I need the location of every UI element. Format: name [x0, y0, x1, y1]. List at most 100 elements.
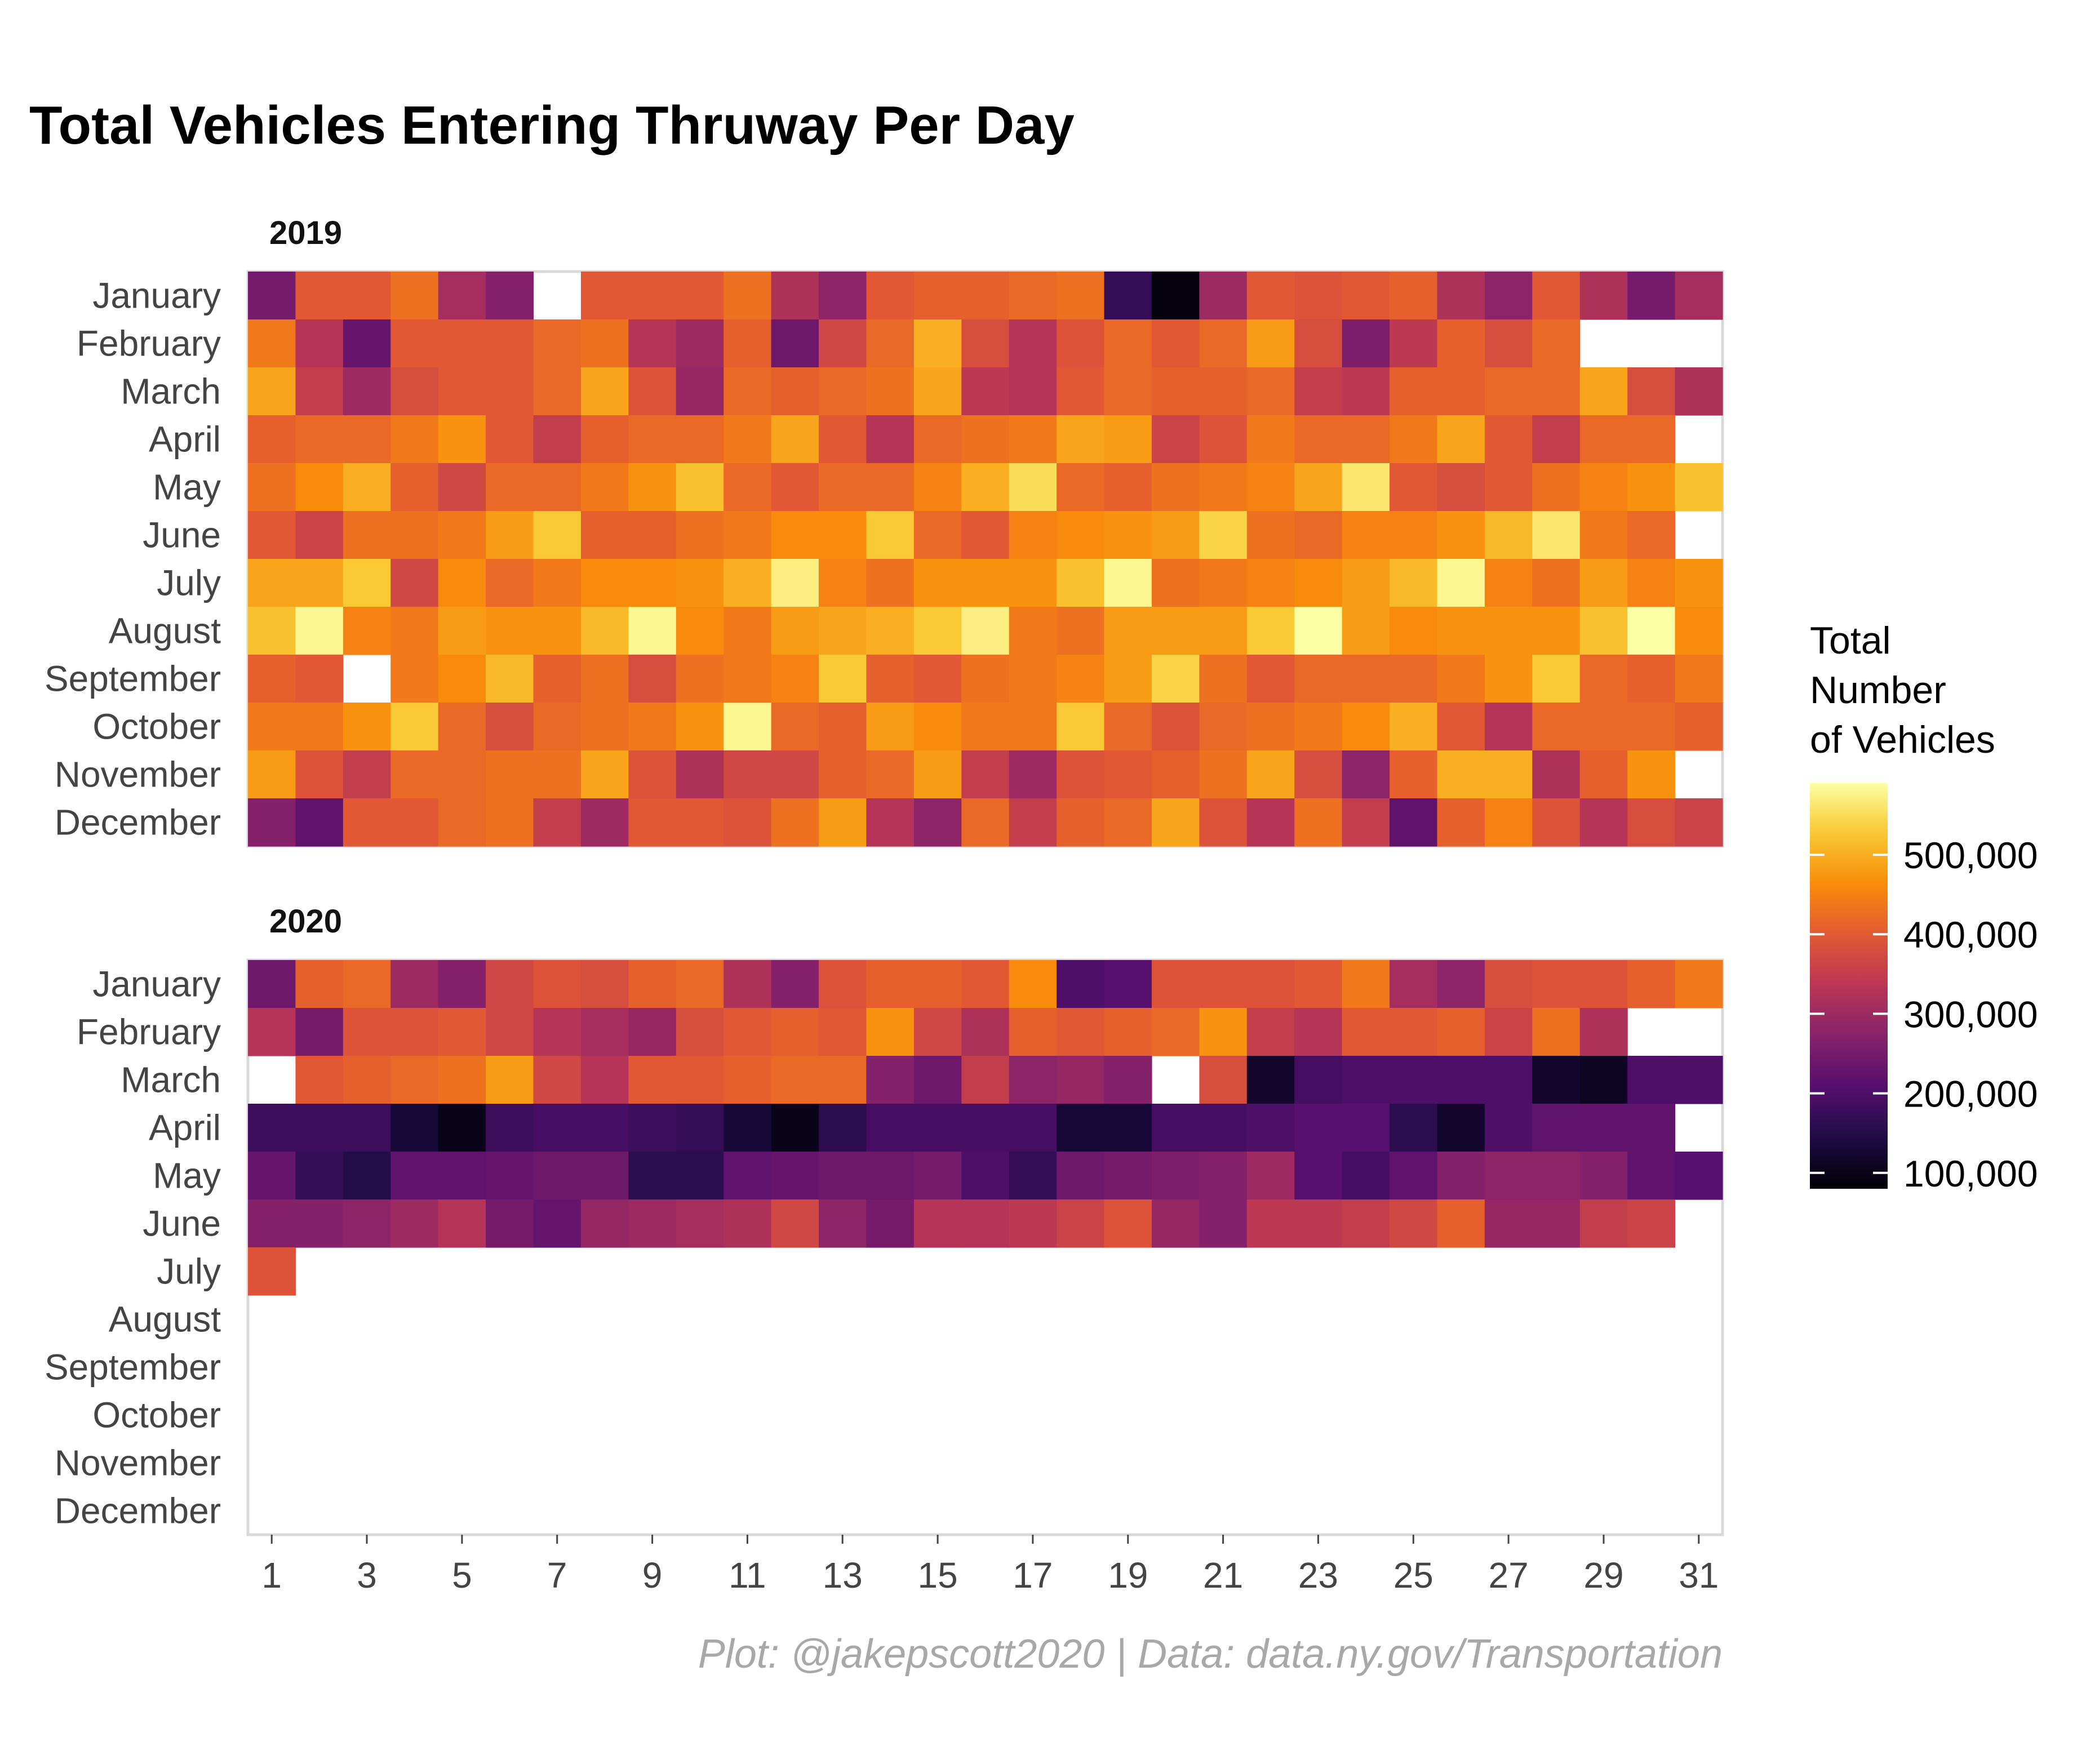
heatmap-cell — [1057, 367, 1105, 416]
month-label: October — [92, 707, 221, 747]
heatmap-cell — [1057, 511, 1105, 559]
heatmap-cell — [1579, 511, 1628, 559]
heatmap-cell — [486, 655, 534, 703]
heatmap-cell — [1009, 703, 1057, 751]
heatmap-cell — [1246, 511, 1295, 559]
heatmap-cell — [390, 1199, 439, 1248]
heatmap-cell — [676, 367, 724, 416]
heatmap-cell — [533, 1008, 582, 1056]
heatmap-cell — [1627, 607, 1676, 655]
heatmap-cell — [295, 798, 344, 847]
heatmap-cell — [866, 415, 915, 464]
heatmap-cell — [580, 1056, 629, 1104]
legend-title-line-1: Total — [1810, 619, 1891, 662]
heatmap-cell — [438, 750, 486, 799]
heatmap-cell — [486, 1152, 534, 1200]
heatmap-cell — [1104, 655, 1152, 703]
heatmap-cell — [580, 415, 629, 464]
heatmap-cell — [1057, 319, 1105, 368]
heatmap-cell — [819, 511, 867, 559]
heatmap-cell — [295, 511, 344, 559]
heatmap-cell — [295, 319, 344, 368]
heatmap-cell — [295, 1056, 344, 1104]
heatmap-cell — [1579, 463, 1628, 512]
heatmap-cell — [1390, 272, 1438, 320]
heatmap-cell — [628, 960, 677, 1008]
heatmap-cell — [866, 1008, 915, 1056]
heatmap-cell — [866, 1199, 915, 1248]
heatmap-cell — [1579, 798, 1628, 847]
heatmap-cell — [1484, 319, 1533, 368]
heatmap-cell — [676, 1008, 724, 1056]
heatmap-cell — [1294, 463, 1343, 512]
heatmap-cell — [1104, 960, 1152, 1008]
legend-ticks: 100,000 200,000 300,000 400,000 500,000 — [1810, 834, 2038, 1194]
heatmap-cell — [1627, 655, 1676, 703]
heatmap-cell — [1104, 750, 1152, 799]
heatmap-cell — [1675, 1152, 1723, 1200]
heatmap-cell — [1009, 1199, 1057, 1248]
heatmap-cell — [1484, 960, 1533, 1008]
heatmap-cell — [1579, 1152, 1628, 1200]
heatmap-cell — [961, 272, 1010, 320]
x-tick-label: 7 — [547, 1555, 567, 1596]
heatmap-cell — [390, 960, 439, 1008]
heatmap-cell — [724, 559, 772, 607]
x-tick-label: 25 — [1393, 1555, 1433, 1596]
heatmap-cell — [1057, 559, 1105, 607]
x-tick-label: 9 — [642, 1555, 663, 1596]
heatmap-cell — [866, 272, 915, 320]
panel-2020: 2020 January February March April May June Jul… — [45, 903, 1724, 1536]
heatmap-cell — [1009, 319, 1057, 368]
heatmap-cell — [1579, 607, 1628, 655]
heatmap-cell — [1151, 703, 1200, 751]
x-tick-label: 21 — [1203, 1555, 1243, 1596]
x-tick-label: 19 — [1108, 1555, 1148, 1596]
heatmap-cell — [1579, 655, 1628, 703]
heatmap-cell — [438, 1152, 486, 1200]
heatmap-cell — [1151, 960, 1200, 1008]
heatmap-cell — [1390, 607, 1438, 655]
heatmap-cell — [866, 750, 915, 799]
heatmap-cell — [1437, 1104, 1485, 1152]
heatmap-cell — [295, 1152, 344, 1200]
heatmap-cell — [1199, 511, 1248, 559]
heatmap-cell — [343, 1056, 391, 1104]
heatmap-cell — [486, 367, 534, 416]
heatmap-cell — [676, 1152, 724, 1200]
heatmap-cell — [1057, 463, 1105, 512]
heatmap-cell — [961, 1199, 1010, 1248]
heatmap-cell — [771, 703, 819, 751]
month-label: May — [153, 1156, 221, 1196]
heatmap-cell — [628, 559, 677, 607]
heatmap-cell — [1675, 960, 1723, 1008]
heatmap-cell — [1104, 272, 1152, 320]
heatmap-cell — [724, 960, 772, 1008]
heatmap-cell — [1104, 1104, 1152, 1152]
heatmap-cell — [1342, 1104, 1390, 1152]
heatmap-cell — [390, 703, 439, 751]
heatmap-cell — [1532, 463, 1581, 512]
heatmap-cell — [771, 607, 819, 655]
heatmap-cell — [1437, 703, 1485, 751]
heatmap-cell — [1484, 511, 1533, 559]
heatmap-cell — [1390, 1056, 1438, 1104]
heatmap-cell — [1437, 1199, 1485, 1248]
heatmap-cell — [866, 319, 915, 368]
heatmap-cell — [866, 655, 915, 703]
heatmap-cell — [438, 1056, 486, 1104]
heatmap-cell — [248, 1152, 296, 1200]
heatmap-cell — [866, 511, 915, 559]
heatmap-cell — [1199, 319, 1248, 368]
heatmap-cell — [1390, 319, 1438, 368]
heatmap-cell — [676, 655, 724, 703]
x-tick-label: 23 — [1298, 1555, 1338, 1596]
heatmap-cell — [1532, 798, 1581, 847]
month-label: November — [55, 754, 221, 795]
heatmap-cell — [819, 272, 867, 320]
x-tick-label: 3 — [357, 1555, 377, 1596]
heatmap-cell — [1627, 272, 1676, 320]
heatmap-cell — [1484, 1056, 1533, 1104]
heatmap-cell — [771, 655, 819, 703]
heatmap-cell — [961, 1056, 1010, 1104]
